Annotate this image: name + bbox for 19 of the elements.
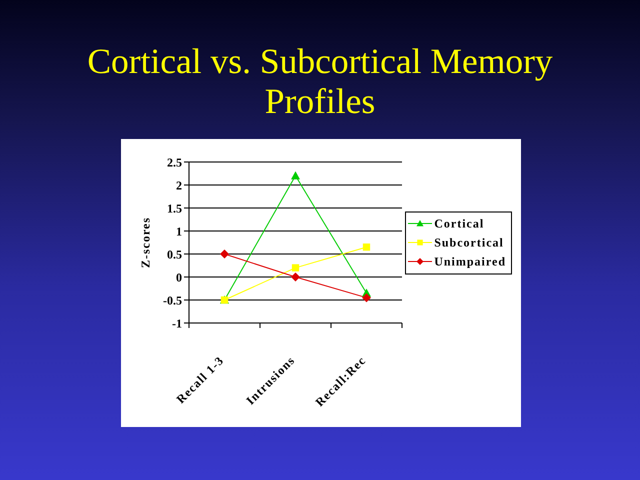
y-tick-label: 0.5 <box>167 247 182 262</box>
point <box>292 264 300 272</box>
legend-label: Cortical <box>434 216 484 231</box>
legend-label: Subcortical <box>434 235 504 250</box>
point <box>362 244 370 251</box>
y-axis-title: Z-scores <box>138 216 152 268</box>
y-tick-label: 0 <box>176 270 182 284</box>
chart-title: Cortical vs. Subcortical Memory Profiles <box>86 41 554 121</box>
y-tick-label: -0.5 <box>163 293 182 308</box>
point <box>220 250 229 258</box>
y-tick-label: 2.5 <box>167 155 182 170</box>
point <box>291 272 300 282</box>
y-tick-label: 2 <box>176 178 182 192</box>
y-tick-label: -1 <box>172 316 182 330</box>
y-tick-label: 1.5 <box>167 201 182 216</box>
legend-label: Unimpaired <box>434 254 506 269</box>
point <box>362 293 371 302</box>
point <box>291 171 300 180</box>
y-tick-label: 1 <box>176 224 182 238</box>
